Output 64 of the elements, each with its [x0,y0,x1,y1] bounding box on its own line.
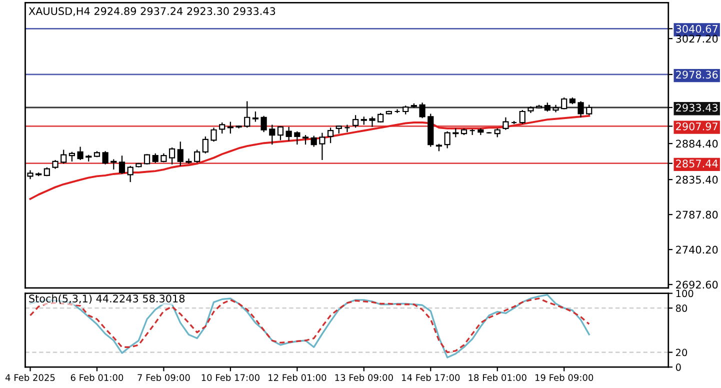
x-tick-label: 4 Feb 2025 [5,374,55,381]
candlestick [310,135,317,148]
candlestick [68,151,76,162]
candlestick [302,134,309,146]
candlestick [294,130,300,146]
candlestick [168,146,176,165]
candlestick [210,127,217,142]
candlestick [110,158,117,170]
candlestick [277,126,284,141]
y-tick-label: 0 [676,364,681,371]
candlestick [578,100,584,118]
y-tick-label: 2787.80 [676,210,718,219]
x-tick-label: 6 Feb 01:00 [70,374,124,381]
y-tick-label: 2692.60 [676,280,718,289]
y-tick-label: 2884.40 [676,140,718,148]
y-tick-label: 80 [676,304,688,312]
x-tick-label: 13 Feb 09:00 [335,374,393,381]
x-tick-label: 10 Feb 17:00 [202,374,260,381]
y-tick-label: 2740.20 [676,246,718,254]
candlestick [102,150,108,165]
y-tick-label: 100 [676,290,694,298]
candlestick [444,130,450,149]
candlestick [127,165,134,183]
y-tick-label: 3040.67 [676,24,718,33]
candlestick [152,152,158,164]
candlestick [219,122,226,134]
y-tick-label: 2907.97 [676,122,718,130]
candlestick [394,108,400,114]
candlestick [327,127,334,144]
candlestick [286,126,292,142]
chart-title: XAUUSD,H4 2924.89 2937.24 2923.30 2933.43 [28,7,276,16]
candlestick [369,116,376,128]
candlestick [60,149,67,164]
candlestick [252,110,259,122]
candlestick [352,114,359,128]
y-tick-label: 2835.40 [676,176,718,184]
y-tick-label: 20 [676,348,688,356]
y-tick-label: 2933.43 [676,104,718,112]
y-tick-label: 2978.36 [676,70,718,79]
x-tick-label: 14 Feb 17:00 [402,374,460,381]
candlestick [227,121,234,134]
y-tick-label: 3027.20 [676,34,718,43]
candlestick [118,155,126,175]
candlestick [586,104,592,116]
candlestick [202,136,208,154]
candlestick [344,124,350,133]
chart-title: Stoch(5,3,1) 44.2243 58.3018 [29,294,185,304]
x-tick-label: 7 Feb 09:00 [138,374,190,381]
candlestick [519,109,526,125]
candlestick [177,141,184,166]
x-tick-label: 12 Feb 01:00 [268,374,326,381]
candlestick [144,154,150,165]
candlestick [269,124,276,146]
candlestick [561,96,568,110]
candlestick [77,146,84,161]
candlestick [260,115,267,133]
candlestick [319,132,326,161]
candlestick [244,100,250,128]
candlestick [502,116,509,130]
candlestick [419,102,426,119]
y-tick-label: 2857.44 [676,160,718,168]
x-tick-label: 19 Feb 09:00 [535,374,594,381]
x-tick-label: 18 Feb 01:00 [468,374,526,381]
candlestick [194,149,200,164]
